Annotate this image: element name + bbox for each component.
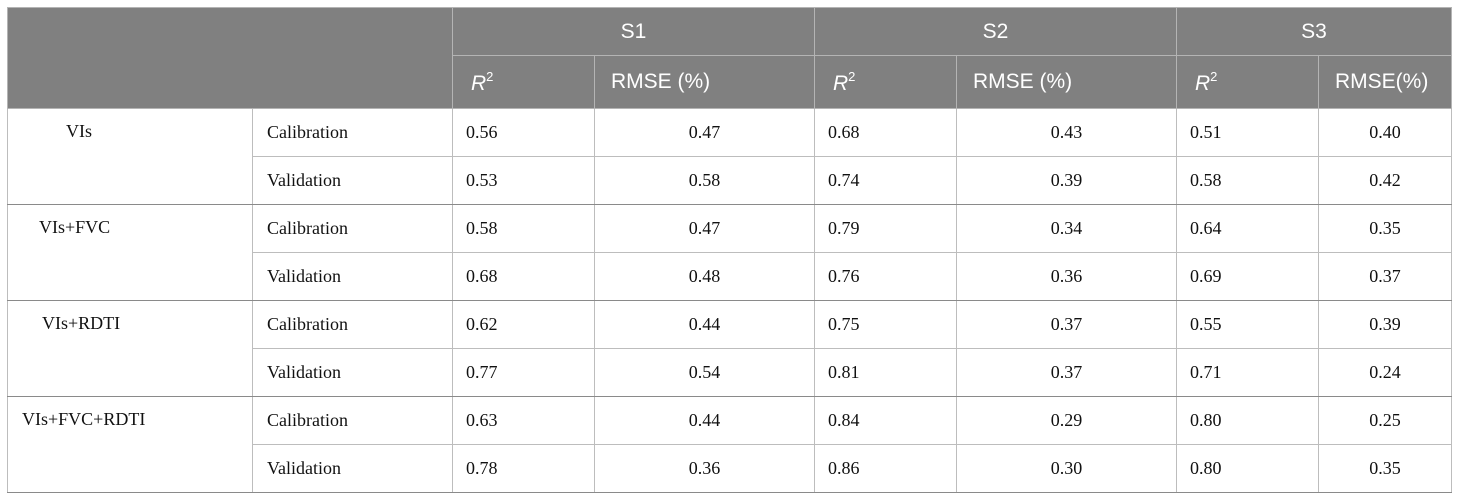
rmse-cell: 0.39 bbox=[1318, 300, 1452, 349]
rmse-cell: 0.47 bbox=[594, 204, 815, 253]
results-table: S1 S2 S3 R2 RMSE (%) R2 RMSE (%) R2 RMSE… bbox=[7, 7, 1452, 493]
phase-cell: Validation bbox=[252, 348, 453, 397]
rmse-cell: 0.58 bbox=[594, 156, 815, 205]
r2-cell: 0.75 bbox=[814, 300, 957, 349]
rmse-cell: 0.25 bbox=[1318, 396, 1452, 445]
r2-cell: 0.80 bbox=[1176, 444, 1319, 493]
rmse-cell: 0.30 bbox=[956, 444, 1177, 493]
rmse-cell: 0.37 bbox=[1318, 252, 1452, 301]
phase-cell: Calibration bbox=[252, 396, 453, 445]
r2-cell: 0.63 bbox=[452, 396, 595, 445]
rmse-cell: 0.39 bbox=[956, 156, 1177, 205]
r2-cell: 0.68 bbox=[814, 108, 957, 157]
header-group-s3: S3 bbox=[1176, 7, 1452, 56]
rmse-cell: 0.35 bbox=[1318, 204, 1452, 253]
rmse-cell: 0.40 bbox=[1318, 108, 1452, 157]
rmse-cell: 0.37 bbox=[956, 348, 1177, 397]
r2-cell: 0.80 bbox=[1176, 396, 1319, 445]
rmse-cell: 0.24 bbox=[1318, 348, 1452, 397]
table-header: S1 S2 S3 R2 RMSE (%) R2 RMSE (%) R2 RMSE… bbox=[7, 7, 1452, 109]
r2-cell: 0.56 bbox=[452, 108, 595, 157]
r2-cell: 0.71 bbox=[1176, 348, 1319, 397]
table-row: VIs+FVC Calibration 0.58 0.47 0.79 0.34 … bbox=[7, 204, 1452, 301]
rmse-cell: 0.37 bbox=[956, 300, 1177, 349]
header-group-s1: S1 bbox=[452, 7, 815, 56]
model-cell: VIs bbox=[7, 108, 253, 205]
rmse-cell: 0.42 bbox=[1318, 156, 1452, 205]
r2-cell: 0.78 bbox=[452, 444, 595, 493]
r2-cell: 0.62 bbox=[452, 300, 595, 349]
table-row: VIs Calibration 0.56 0.47 0.68 0.43 0.51… bbox=[7, 108, 1452, 205]
table-body: VIs Calibration 0.56 0.47 0.68 0.43 0.51… bbox=[7, 108, 1452, 493]
header-rmse-s1: RMSE (%) bbox=[594, 55, 815, 109]
r2-cell: 0.84 bbox=[814, 396, 957, 445]
table-row: Validation 0.53 0.58 0.74 0.39 0.58 0.42 bbox=[8, 156, 1452, 205]
rmse-cell: 0.34 bbox=[956, 204, 1177, 253]
r2-cell: 0.74 bbox=[814, 156, 957, 205]
phase-cell: Validation bbox=[252, 444, 453, 493]
phase-cell: Validation bbox=[252, 252, 453, 301]
header-rmse-s2: RMSE (%) bbox=[956, 55, 1177, 109]
r2-cell: 0.58 bbox=[452, 204, 595, 253]
table-row: VIs+FVC+RDTI Calibration 0.63 0.44 0.84 … bbox=[7, 396, 1452, 493]
r2-cell: 0.58 bbox=[1176, 156, 1319, 205]
header-group-s2: S2 bbox=[814, 7, 1177, 56]
header-r2-s1: R2 bbox=[452, 55, 595, 109]
r2-cell: 0.76 bbox=[814, 252, 957, 301]
table-row: Validation 0.77 0.54 0.81 0.37 0.71 0.24 bbox=[8, 348, 1452, 397]
r2-cell: 0.77 bbox=[452, 348, 595, 397]
header-corner-cell bbox=[7, 7, 453, 109]
rmse-cell: 0.36 bbox=[594, 444, 815, 493]
table-row: Validation 0.68 0.48 0.76 0.36 0.69 0.37 bbox=[8, 252, 1452, 301]
header-r2-s3: R2 bbox=[1176, 55, 1319, 109]
phase-cell: Validation bbox=[252, 156, 453, 205]
rmse-cell: 0.35 bbox=[1318, 444, 1452, 493]
r2-cell: 0.53 bbox=[452, 156, 595, 205]
header-r2-s2: R2 bbox=[814, 55, 957, 109]
rmse-cell: 0.44 bbox=[594, 300, 815, 349]
rmse-cell: 0.54 bbox=[594, 348, 815, 397]
r2-cell: 0.51 bbox=[1176, 108, 1319, 157]
model-cell: VIs+RDTI bbox=[7, 300, 253, 397]
phase-cell: Calibration bbox=[252, 204, 453, 253]
phase-cell: Calibration bbox=[252, 108, 453, 157]
rmse-cell: 0.43 bbox=[956, 108, 1177, 157]
r2-cell: 0.68 bbox=[452, 252, 595, 301]
header-rmse-s3: RMSE(%) bbox=[1318, 55, 1452, 109]
rmse-cell: 0.44 bbox=[594, 396, 815, 445]
header-row-groups: S1 S2 S3 bbox=[7, 7, 1452, 109]
r2-cell: 0.79 bbox=[814, 204, 957, 253]
table-row: Validation 0.78 0.36 0.86 0.30 0.80 0.35 bbox=[8, 444, 1452, 493]
phase-cell: Calibration bbox=[252, 300, 453, 349]
rmse-cell: 0.36 bbox=[956, 252, 1177, 301]
rmse-cell: 0.48 bbox=[594, 252, 815, 301]
r2-cell: 0.81 bbox=[814, 348, 957, 397]
rmse-cell: 0.29 bbox=[956, 396, 1177, 445]
r2-cell: 0.86 bbox=[814, 444, 957, 493]
rmse-cell: 0.47 bbox=[594, 108, 815, 157]
model-cell: VIs+FVC+RDTI bbox=[7, 396, 253, 493]
r2-cell: 0.64 bbox=[1176, 204, 1319, 253]
model-cell: VIs+FVC bbox=[7, 204, 253, 301]
table-row: VIs+RDTI Calibration 0.62 0.44 0.75 0.37… bbox=[7, 300, 1452, 397]
r2-cell: 0.55 bbox=[1176, 300, 1319, 349]
header-row-metrics: R2 RMSE (%) R2 RMSE (%) R2 RMSE(%) bbox=[8, 55, 1452, 109]
r2-cell: 0.69 bbox=[1176, 252, 1319, 301]
